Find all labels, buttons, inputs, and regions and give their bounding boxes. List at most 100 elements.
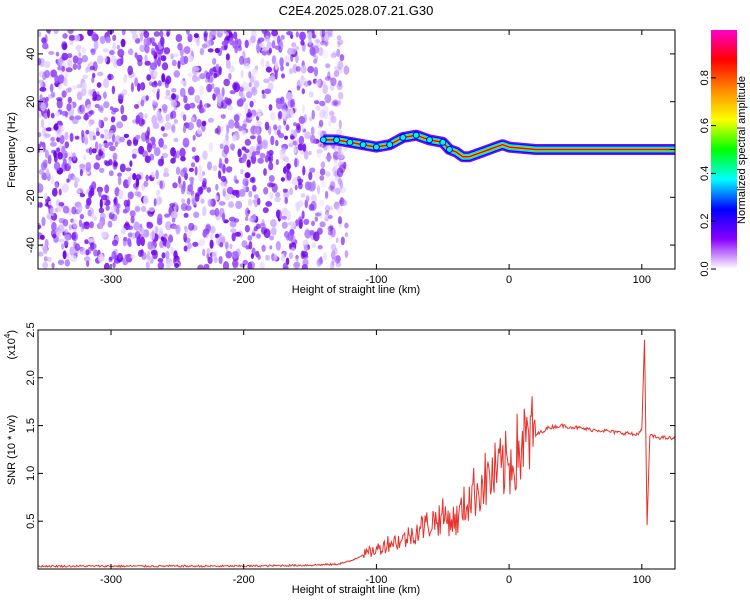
spectrogram-cell: [316, 184, 321, 195]
spectrogram-cell: [333, 201, 340, 210]
spectrogram-cell: [251, 86, 258, 96]
spectrogram-cell: [62, 33, 68, 39]
x-tick-label: -300: [100, 574, 122, 586]
spectrogram-cell: [102, 78, 110, 88]
spectrogram-cell: [337, 177, 342, 185]
spectrogram-cell: [229, 243, 233, 250]
spectrogram-cell: [87, 209, 92, 217]
spectrogram-cell: [114, 187, 120, 197]
spectrogram-cell: [56, 98, 63, 109]
spectrogram-cell: [290, 135, 295, 140]
spectrogram-cell: [145, 174, 149, 181]
spectrogram-cell: [331, 100, 338, 107]
spectrogram-cell: [161, 152, 169, 158]
spectrogram-cell: [220, 175, 227, 182]
spectrogram-cell: [293, 261, 300, 269]
spectrogram-cell: [219, 241, 224, 248]
spectrogram-cell: [42, 261, 49, 269]
spectrogram-cell: [189, 176, 195, 182]
spectrogram-cell: [42, 245, 48, 255]
spectrogram-cell: [270, 227, 277, 236]
spectrogram-cell: [246, 112, 253, 118]
spectrogram-cell: [123, 74, 128, 84]
spectrogram-cell: [103, 133, 110, 141]
spectrogram-cell: [242, 178, 249, 187]
spectrogram-cell: [215, 183, 219, 191]
spectrogram-cell: [132, 33, 138, 41]
spectrogram-cell: [111, 251, 117, 260]
spectrogram-cell: [288, 68, 294, 75]
spectrogram-cell: [305, 195, 310, 203]
spectrogram-cell: [293, 147, 297, 154]
spectrogram-cell: [332, 171, 337, 177]
spectrogram-cell: [153, 70, 158, 78]
spectrogram-cell: [84, 112, 89, 121]
spectrogram-cell: [324, 32, 330, 42]
spectrogram-cell: [285, 91, 293, 101]
spectrogram-cell: [51, 91, 56, 98]
spectrogram-cell: [117, 172, 122, 178]
spectrogram-cell: [318, 210, 323, 220]
spectrogram-cell: [344, 232, 349, 238]
spectrogram-cell: [233, 114, 240, 122]
spectrogram-cell: [224, 241, 229, 249]
spectrogram-cell: [209, 225, 216, 234]
spectrogram-cell: [279, 215, 283, 220]
spectrogram-cell: [223, 78, 230, 87]
spectrogram-cell: [121, 114, 128, 122]
spectrogram-cell: [302, 143, 307, 152]
spectrogram-cell: [256, 197, 261, 206]
spectrogram-cell: [246, 159, 251, 168]
spectrogram-cell: [70, 255, 77, 263]
spectrogram-cell: [313, 66, 318, 77]
spectrogram-cell: [275, 192, 281, 198]
spectrogram-cell: [47, 154, 52, 165]
spectrogram-cell: [113, 198, 117, 204]
spectrogram-cell: [199, 99, 203, 109]
spectrogram-cell: [202, 150, 208, 160]
spectrogram-cell: [154, 225, 159, 234]
spectrogram-cell: [293, 122, 297, 127]
spectrogram-cell: [160, 55, 167, 62]
spectrogram-cell: [214, 195, 219, 201]
spectrogram-cell: [111, 85, 116, 95]
spectrogram-cell: [313, 58, 318, 64]
spectrogram-cell: [40, 161, 48, 171]
spectrogram-cell: [121, 30, 126, 36]
spectrogram-cell: [225, 59, 231, 69]
spectrogram-cell: [281, 207, 288, 216]
spectrogram-cell: [108, 170, 114, 177]
spectrogram-cell: [308, 150, 312, 156]
spectrogram-cell: [38, 31, 42, 37]
spectrogram-cell: [156, 109, 162, 119]
spectrogram-cell: [184, 103, 191, 111]
spectrogram-cell: [221, 40, 228, 46]
spectrogram-cell: [200, 184, 207, 190]
spectrogram-cell: [63, 234, 71, 241]
spectrogram-cell: [291, 42, 297, 48]
spectrogram-cell: [239, 97, 247, 103]
spectrogram-cell: [55, 51, 60, 57]
spectrogram-cell: [64, 141, 70, 149]
spectrogram-cell: [307, 31, 313, 40]
x-tick-label: 100: [633, 274, 651, 286]
y-tick-label: -40: [25, 237, 37, 253]
spectrogram-cell: [100, 212, 106, 220]
spectrogram-cell: [83, 155, 87, 160]
spectrogram-cell: [79, 213, 85, 220]
spectrogram-cell: [263, 168, 267, 176]
spectrogram-cell: [333, 65, 341, 72]
spectrogram-cell: [244, 216, 249, 221]
spectrogram-cell: [207, 198, 214, 207]
spectrogram-cell: [314, 38, 321, 44]
spectrogram-cell: [93, 249, 98, 257]
spectrogram-cell: [171, 225, 179, 230]
spectrogram-cell: [86, 104, 92, 112]
spectrogram-cell: [215, 63, 220, 72]
spectrogram-cell: [103, 117, 109, 122]
spectrogram-cell: [288, 143, 294, 148]
spectrogram-cell: [202, 43, 208, 49]
spectrogram-cell: [50, 136, 55, 142]
spectrogram-cell: [248, 190, 253, 198]
y-tick-label: 20: [25, 96, 37, 108]
